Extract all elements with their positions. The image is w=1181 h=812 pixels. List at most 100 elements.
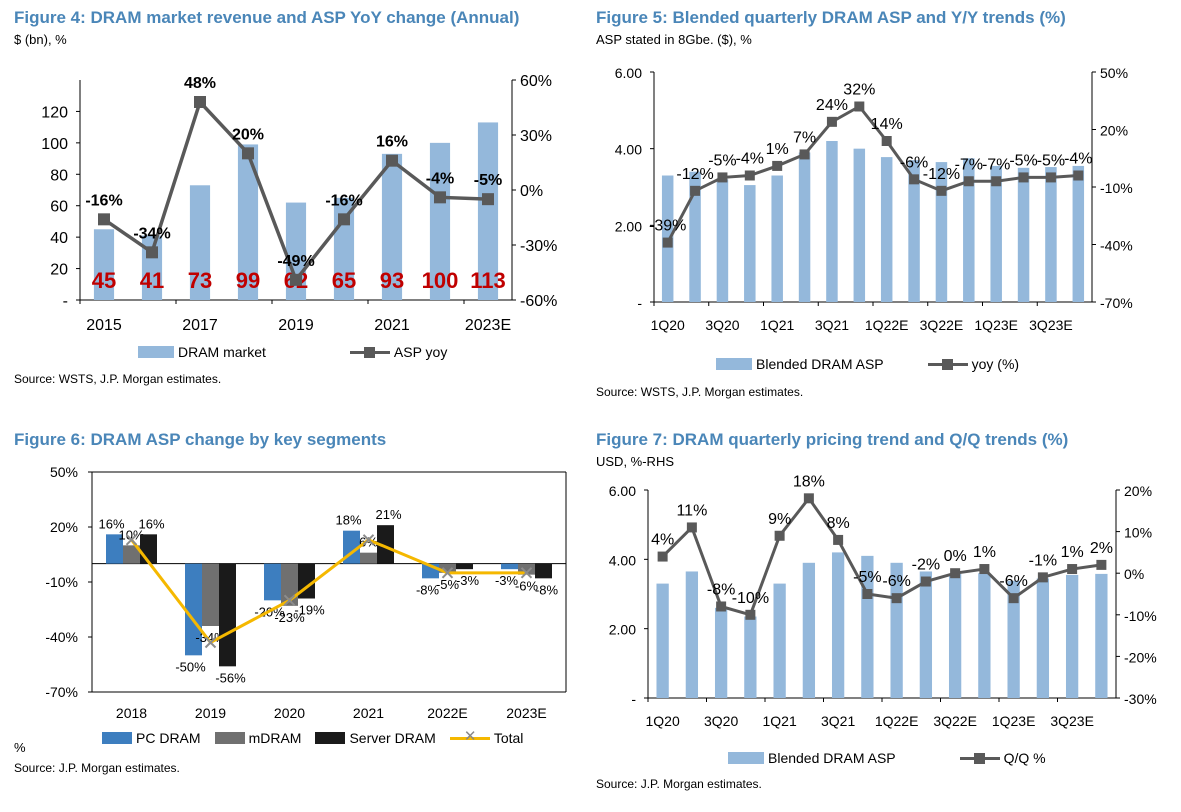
line-point-label: 20%: [232, 126, 264, 143]
line-point-marker: [833, 534, 844, 545]
bar-value-label: -3%: [456, 573, 480, 588]
y-tick-label-right: -70%: [1100, 295, 1133, 311]
y-tick-label-right: 0%: [520, 183, 543, 200]
y-tick-label-right: 50%: [1100, 65, 1128, 81]
line-point-label: 48%: [184, 75, 216, 92]
line-point-label: -4%: [426, 170, 454, 187]
bar: [1045, 167, 1057, 302]
line-point-label: 14%: [871, 116, 903, 133]
x-tick-label: 1Q22E: [875, 713, 919, 729]
bar: [714, 607, 728, 698]
x-tick-label: 2021: [374, 317, 410, 334]
figure-6-legend: PC DRAM mDRAM Server DRAM ✕ Total: [102, 728, 537, 746]
y-tick-label-left: 80: [50, 167, 68, 184]
x-tick-label: 2023E: [506, 705, 546, 721]
figure-5-source: Source: WSTS, J.P. Morgan estimates.: [596, 385, 804, 399]
line-point-marker: [803, 493, 814, 504]
line-point-marker: [891, 593, 902, 604]
line-point-marker: [979, 564, 990, 575]
line-point-label: -4%: [736, 151, 764, 168]
line-point-marker: [1073, 170, 1084, 181]
legend-label: Total: [493, 730, 524, 746]
line-point-label: -5%: [708, 152, 736, 169]
line-point-marker: [854, 101, 865, 112]
y-tick-label-left: 4.00: [609, 552, 636, 568]
bar: [990, 165, 1002, 302]
x-tick-label: 3Q20: [705, 317, 739, 333]
line-point-label: 1%: [766, 141, 789, 158]
y-tick-label-right: -60%: [520, 293, 557, 310]
legend-swatch-line: [927, 358, 968, 370]
y-tick-label-left: 2.00: [609, 622, 636, 638]
legend-item-yoy: yoy (%): [927, 356, 1020, 372]
x-tick-label: 2018: [116, 705, 147, 721]
bar: [1007, 580, 1020, 698]
line-point-label: -8%: [707, 581, 735, 598]
legend-label: Blended DRAM ASP: [768, 750, 896, 766]
legend-label: yoy (%): [971, 356, 1020, 372]
y-tick-label-right: 10%: [1124, 525, 1152, 541]
total-x-marker: [520, 567, 533, 579]
legend-swatch: [214, 732, 245, 744]
line-point-marker: [716, 601, 727, 612]
total-x-marker: [441, 567, 454, 579]
bar-value-label: -8%: [416, 582, 440, 597]
line-point-marker: [772, 160, 783, 171]
bar: [140, 534, 157, 564]
legend-swatch-bar: [728, 752, 764, 764]
bar: [1036, 578, 1050, 698]
figure-7-legend: Blended DRAM ASP Q/Q %: [728, 750, 1060, 766]
bar-value-label: 41: [140, 268, 164, 293]
bar-value-label: 45: [92, 268, 116, 293]
bar: [716, 179, 729, 302]
figure-4-legend: DRAM market ASP yoy: [138, 344, 461, 360]
legend-swatch-line: ✕: [449, 728, 490, 745]
bar-value-label: -5%: [436, 577, 460, 592]
bar-value-label: -6%: [515, 579, 539, 594]
line-point-marker: [690, 185, 701, 196]
legend-item-mdram: mDRAM: [214, 730, 302, 746]
x-tick-label: 3Q21: [815, 317, 849, 333]
bar: [744, 616, 757, 698]
line-point-marker: [1096, 559, 1107, 570]
y-tick-label-right: -30%: [520, 238, 557, 255]
legend-label: mDRAM: [248, 730, 302, 746]
y-tick-label-right: -20%: [1124, 649, 1157, 665]
x-tick-label: 1Q23E: [974, 317, 1018, 333]
line-point-label: -5%: [1009, 152, 1037, 169]
line-point-marker: [242, 147, 254, 160]
bar: [744, 185, 756, 302]
line-point-marker: [1037, 572, 1048, 583]
legend-label: Blended DRAM ASP: [756, 356, 884, 372]
bar-value-label: 99: [236, 268, 260, 293]
legend-item-dram-market: DRAM market: [138, 344, 266, 360]
line-point-label: -16%: [325, 192, 362, 209]
y-tick-label-right: 30%: [520, 128, 552, 145]
x-tick-label: 1Q20: [646, 713, 680, 729]
legend-item-pc-dram: PC DRAM: [102, 730, 201, 746]
figure-6-source: Source: J.P. Morgan estimates.: [14, 761, 180, 775]
line-point-marker: [194, 96, 206, 108]
line-point-marker: [991, 176, 1002, 187]
y-tick-label: 20%: [50, 519, 78, 535]
bar: [935, 162, 948, 302]
legend-swatch-line: [349, 346, 390, 358]
line-point-marker: [98, 213, 110, 226]
y-tick-label-left: 60: [50, 199, 68, 216]
figure-7-source: Source: J.P. Morgan estimates.: [596, 777, 762, 791]
line-point-marker: [881, 136, 892, 146]
y-tick-label-left: 4.00: [615, 142, 642, 158]
legend-item-qoq: Q/Q %: [959, 750, 1046, 766]
line-point-label: -16%: [85, 192, 122, 209]
figure-4-chart: - 20 40 60 80 100 120 -60% -30% 0% 30% 60% 45 41 73 99 6…: [41, 73, 557, 334]
total-x-marker: [204, 636, 217, 649]
line-point-label: 1%: [1061, 544, 1084, 561]
x-tick-label: 2019: [278, 317, 314, 334]
figure-5-panel: Figure 5: Blended quarterly DRAM ASP and…: [596, 8, 1176, 403]
line-point-marker: [146, 246, 158, 259]
y-tick-label: -40%: [45, 629, 78, 645]
bar: [106, 534, 123, 564]
line-point-label: 11%: [676, 502, 707, 519]
bar: [689, 171, 701, 302]
line-point-label: -39%: [649, 218, 686, 235]
